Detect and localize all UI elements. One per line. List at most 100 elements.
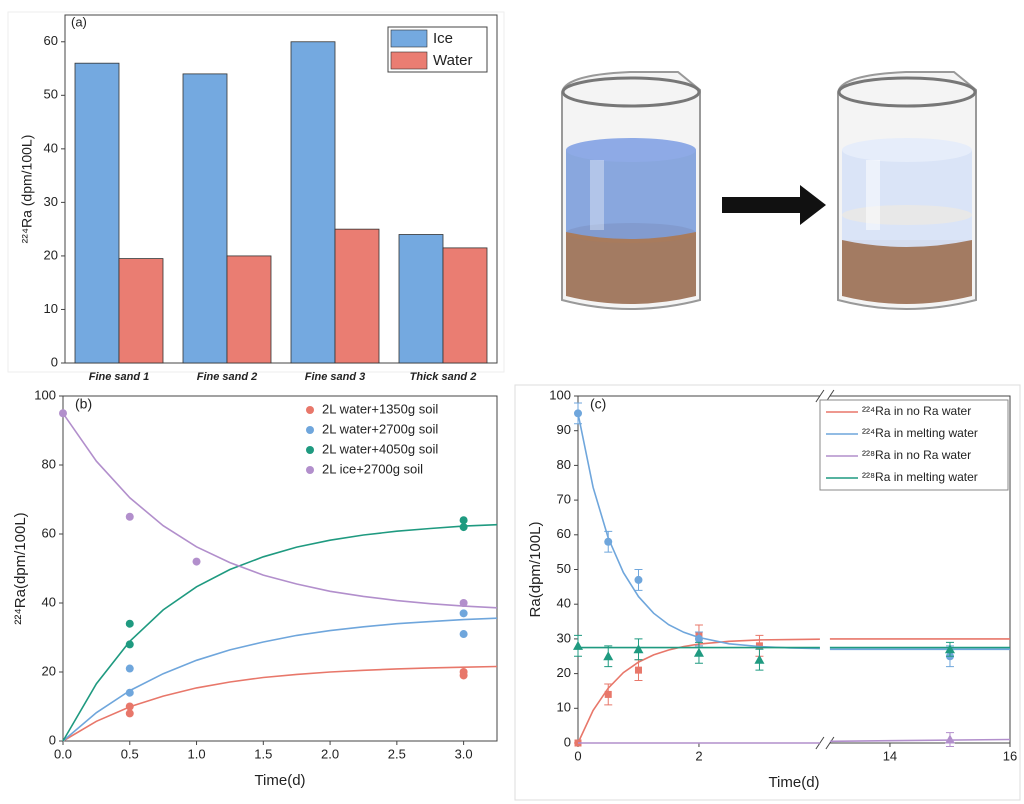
point — [125, 619, 134, 628]
point — [459, 671, 468, 680]
y-tick-label: 70 — [557, 492, 571, 507]
x-tick-label: Thick sand 2 — [410, 371, 477, 383]
y-tick-label: 50 — [557, 561, 571, 576]
bar — [334, 228, 380, 364]
fit-line — [62, 412, 498, 609]
point — [59, 409, 67, 418]
bar — [118, 258, 164, 364]
y-tick-label: 60 — [557, 526, 571, 541]
x-tick-label: 2.5 — [388, 746, 406, 761]
legend-marker — [306, 446, 314, 454]
axis-break-gap — [819, 741, 830, 745]
y-tick-label: 100 — [549, 387, 571, 402]
fit-line — [62, 665, 498, 742]
y-tick-label: 10 — [44, 301, 58, 316]
legend-box — [819, 399, 1009, 491]
y-tick-label: 100 — [34, 387, 56, 402]
legend-label: ²²⁸Ra in melting water — [862, 470, 978, 484]
arrow — [722, 185, 826, 225]
point — [754, 654, 765, 664]
y-tick-label: 40 — [557, 596, 571, 611]
point — [694, 634, 703, 643]
x-axis-label: Time(d) — [768, 774, 819, 791]
bar — [442, 247, 488, 364]
x-tick-label: 3.0 — [455, 746, 473, 761]
point — [573, 640, 583, 650]
point — [125, 709, 134, 718]
bar — [74, 62, 120, 364]
panel-label: (b) — [75, 396, 92, 412]
panel-a-border — [7, 11, 505, 373]
point — [459, 630, 468, 639]
point — [634, 666, 642, 674]
axis-break-mark — [815, 736, 825, 750]
bar — [182, 73, 228, 364]
y-axis-label: ²²⁴Ra(dpm/100L) — [12, 512, 29, 624]
axis-break-mark — [825, 736, 835, 750]
legend-label: ²²⁴Ra in no Ra water — [862, 404, 971, 418]
point — [944, 734, 955, 744]
point — [574, 409, 582, 418]
x-tick-label: 0.0 — [54, 746, 72, 761]
fit-line — [62, 617, 498, 742]
y-tick-label: 80 — [557, 457, 571, 472]
y-tick-label: 30 — [557, 630, 571, 645]
point — [633, 644, 644, 654]
beaker-right — [836, 71, 977, 310]
legend-label: 2L water+2700g soil — [322, 421, 438, 436]
legend-swatch — [390, 51, 428, 70]
legend-label: 2L ice+2700g soil — [322, 461, 423, 476]
fit-line — [578, 738, 1011, 744]
legend-label: 2L water+4050g soil — [322, 441, 438, 456]
y-tick-label: 0 — [49, 732, 56, 747]
y-tick-label: 80 — [42, 456, 56, 471]
x-tick-label: 16 — [1003, 748, 1017, 763]
bar — [398, 234, 444, 364]
panel-label: (c) — [590, 396, 606, 412]
y-tick-label: 10 — [557, 700, 571, 715]
point — [459, 516, 468, 525]
beaker-left — [560, 71, 701, 310]
legend-label: Ice — [433, 30, 453, 47]
y-tick-label: 60 — [42, 525, 56, 540]
legend-label: ²²⁸Ra in no Ra water — [862, 448, 971, 462]
point — [604, 690, 612, 698]
legend-label: Water — [433, 52, 472, 69]
legend-marker — [306, 466, 314, 474]
point — [944, 644, 955, 654]
point — [604, 537, 613, 546]
plot-frame — [62, 395, 498, 742]
y-tick-label: 20 — [557, 665, 571, 680]
point — [634, 575, 643, 584]
x-tick-label: Fine sand 1 — [89, 371, 150, 383]
y-tick-label: 60 — [44, 33, 58, 48]
legend-marker — [306, 406, 314, 414]
x-tick-label: 2.0 — [321, 746, 339, 761]
x-tick-label: 2 — [695, 748, 702, 763]
y-tick-label: 20 — [42, 663, 56, 678]
legend-label: ²²⁴Ra in melting water — [862, 426, 978, 440]
point — [693, 647, 704, 657]
point — [125, 640, 134, 649]
x-tick-label: Fine sand 2 — [197, 371, 258, 383]
fit-line — [577, 638, 1010, 744]
y-axis-label: ²²⁴Ra (dpm/100L) — [19, 135, 35, 244]
y-tick-label: 0 — [564, 734, 571, 749]
x-tick-label: 0.5 — [121, 746, 139, 761]
axis-break-gap — [819, 394, 830, 398]
y-tick-label: 90 — [557, 422, 571, 437]
panel-label: (a) — [71, 14, 87, 29]
x-axis-label: Time(d) — [254, 772, 305, 789]
point — [125, 512, 134, 521]
x-tick-label: 0 — [574, 748, 581, 763]
y-axis-label: Ra(dpm/100L) — [527, 522, 544, 618]
point — [459, 523, 468, 532]
bar — [226, 255, 272, 364]
x-tick-label: Fine sand 3 — [305, 371, 366, 383]
axis-break-mark — [815, 389, 825, 403]
point — [459, 599, 468, 607]
legend-label: 2L water+1350g soil — [322, 401, 438, 416]
x-tick-label: 1.5 — [254, 746, 272, 761]
point — [125, 688, 134, 697]
point — [459, 609, 468, 618]
